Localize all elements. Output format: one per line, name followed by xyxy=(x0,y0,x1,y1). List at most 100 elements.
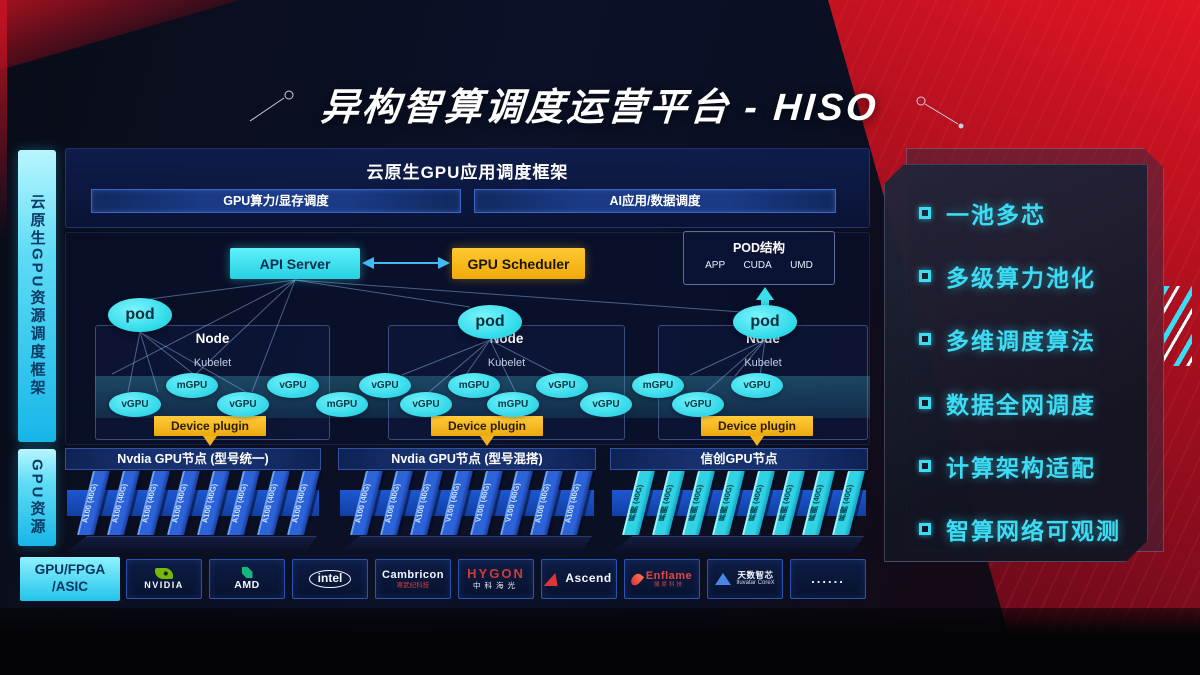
mgpu-ellipse: mGPU xyxy=(166,373,218,398)
gpu-node-section-mixed: Nvdia GPU节点 (型号混搭) A100 (40G) A100 (40G) A… xyxy=(338,448,596,558)
mgpu-ellipse: mGPU xyxy=(632,373,684,398)
feature-label: 多级算力池化 xyxy=(946,265,1096,292)
mgpu-ellipse: mGPU xyxy=(487,392,539,417)
gpu-scheduler-box: GPU Scheduler xyxy=(452,248,585,279)
feature-panel: 一池多芯多级算力池化 多维调度算法数据全网调度计算架构适配 智算网络可观测 xyxy=(884,164,1148,562)
gpu-rack-base xyxy=(338,536,592,553)
amd-vendor-tile: AMD xyxy=(209,559,285,599)
iluvatar-logo-text: 天数智芯 xyxy=(737,569,774,580)
gpu-card: 昇腾 (40G) xyxy=(832,471,865,535)
gpu-card: A100 (40G) xyxy=(380,471,413,535)
gpu-card: A100 (40G) xyxy=(227,471,260,535)
pod-item-cuda: CUDA xyxy=(743,260,772,271)
node-label: Node xyxy=(195,331,230,346)
iluvatar-vendor-tile: 天数智芯 Iluvatar CoreX xyxy=(707,559,783,599)
gpu-card: V100 (40G) xyxy=(500,471,533,535)
gpu-node-bar: Nvdia GPU节点 (型号混搭) xyxy=(338,448,596,470)
gpu-card: 昇腾 (40G) xyxy=(772,471,805,535)
hygon-logo-subtext: 中科海光 xyxy=(472,581,519,591)
cambricon-vendor-tile: Cambricon 寒武纪科技 xyxy=(375,559,451,599)
gpu-card: A100 (40G) xyxy=(137,471,170,535)
pod-ellipse: pod xyxy=(458,305,522,339)
api-server-box: API Server xyxy=(230,248,360,279)
intel-logo-text: intel xyxy=(308,569,352,589)
gpu-card: 昇腾 (40G) xyxy=(802,471,835,535)
feature-label: 计算架构适配 xyxy=(946,454,1096,481)
mgpu-ellipse: mGPU xyxy=(316,392,368,417)
square-bullet-icon xyxy=(919,397,931,409)
device-plugin-label: Device plugin xyxy=(701,416,813,436)
gpu-card: 昇腾 (40G) xyxy=(742,471,775,535)
iluvatar-logo-icon xyxy=(715,573,732,585)
gpu-node-section-xinchuang: 信创GPU节点 昇腾 (40G) 昇腾 (40G) 昇腾 (40G) 昇腾 (40G)… xyxy=(610,448,868,558)
intel-vendor-tile: intel xyxy=(292,559,368,599)
amd-logo-icon xyxy=(241,566,253,578)
square-bullet-icon xyxy=(919,523,931,535)
feature-list: 一池多芯多级算力池化 多维调度算法数据全网调度计算架构适配 智算网络可观测 xyxy=(919,193,1137,549)
enflame-logo-icon xyxy=(628,571,644,587)
kubelet-label: Kubelet xyxy=(744,357,782,369)
gpu-card: A100 (40G) xyxy=(107,471,140,535)
gpu-card: A100 (40G) xyxy=(530,471,563,535)
device-plugin-arrow-icon xyxy=(203,436,217,453)
feature-item: 多级算力池化 xyxy=(919,256,1137,296)
nvidia-logo-icon xyxy=(155,567,173,579)
cambricon-logo-text: Cambricon xyxy=(382,568,444,581)
gpu-card-stack: 昇腾 (40G) 昇腾 (40G) 昇腾 (40G) 昇腾 (40G) 昇腾 (40G)… xyxy=(610,448,868,558)
scheduling-framework-heading: 云原生GPU应用调度框架 xyxy=(366,163,569,182)
device-plugin-arrow-icon xyxy=(480,436,494,453)
feature-label: 一池多芯 xyxy=(946,202,1046,228)
feature-item: 一池多芯 xyxy=(919,193,1137,233)
nvidia-logo-text: NVIDIA xyxy=(144,579,184,590)
iluvatar-logo-subtext: Iluvatar CoreX xyxy=(736,580,775,587)
ascend-logo-text: Ascend xyxy=(565,571,612,586)
ai-data-scheduling-bar: AI应用/数据调度 xyxy=(474,189,836,213)
pod-item-app: APP xyxy=(705,260,726,271)
vgpu-ellipse: vGPU xyxy=(672,392,724,417)
page-title: 异构智算调度运营平台 - HISO xyxy=(319,87,880,129)
gpu-card-stack: A100 (40G) A100 (40G) A100 (40G) V100 (40G)… xyxy=(338,448,596,558)
gpu-card: 昇腾 (40G) xyxy=(652,471,685,535)
gpu-card: 昇腾 (40G) xyxy=(712,471,745,535)
hygon-vendor-tile: HYGON 中科海光 xyxy=(458,559,534,599)
vgpu-ellipse: vGPU xyxy=(109,392,161,417)
kubelet-label: Kubelet xyxy=(193,357,232,369)
gpu-card-stack: A100 (40G) A100 (40G) A100 (40G) A100 (40G)… xyxy=(65,448,321,558)
gpu-fpga-asic-label: GPU/FPGA /ASIC xyxy=(20,557,120,601)
gpu-card: V100 (40G) xyxy=(440,471,473,535)
nvidia-vendor-tile: NVIDIA xyxy=(126,559,202,599)
amd-logo-text: AMD xyxy=(234,578,260,591)
vendor-logo-row: NVIDIA AMD intel Cambricon 寒武纪科技 HYGON 中科海光 Asc… xyxy=(126,559,866,599)
hazard-stripes-icon xyxy=(1164,286,1192,366)
enflame-vendor-tile: Enflame 燧原科技 xyxy=(624,559,700,599)
gpu-rack-base xyxy=(65,536,317,553)
feature-label: 多维调度算法 xyxy=(946,328,1096,355)
background-left-red-edge xyxy=(0,0,7,240)
device-plugin-label: Device plugin xyxy=(154,416,266,436)
bottom-black-band xyxy=(0,608,1200,675)
sidebar-gpu-resource-label: GPU资源 xyxy=(18,449,56,546)
vgpu-ellipse: vGPU xyxy=(217,392,269,417)
device-plugin-label: Device plugin xyxy=(431,416,543,436)
feature-item: 数据全网调度 xyxy=(919,383,1137,423)
vgpu-ellipse: vGPU xyxy=(580,392,632,417)
feature-label: 智算网络可观测 xyxy=(946,517,1121,544)
feature-item: 计算架构适配 xyxy=(919,446,1137,486)
gpu-card: 昇腾 (40G) xyxy=(622,471,655,535)
square-bullet-icon xyxy=(919,207,931,219)
vgpu-ellipse: vGPU xyxy=(359,373,411,398)
gpu-card: A100 (40G) xyxy=(350,471,383,535)
gpu-card: A100 (40G) xyxy=(197,471,230,535)
enflame-logo-text: Enflame xyxy=(645,569,693,582)
pod-ellipse: pod xyxy=(733,305,797,339)
gpu-card: A100 (40G) xyxy=(77,471,110,535)
more-vendor-tile: ...... xyxy=(790,559,866,599)
gpu-card: V100 (40G) xyxy=(470,471,503,535)
vgpu-ellipse: vGPU xyxy=(400,392,452,417)
square-bullet-icon xyxy=(919,460,931,472)
vgpu-ellipse: vGPU xyxy=(536,373,588,398)
pod-structure-box: POD结构 APP CUDA UMD xyxy=(683,231,835,285)
gpu-rack-base xyxy=(610,536,864,553)
ascend-vendor-tile: Ascend xyxy=(541,559,617,599)
